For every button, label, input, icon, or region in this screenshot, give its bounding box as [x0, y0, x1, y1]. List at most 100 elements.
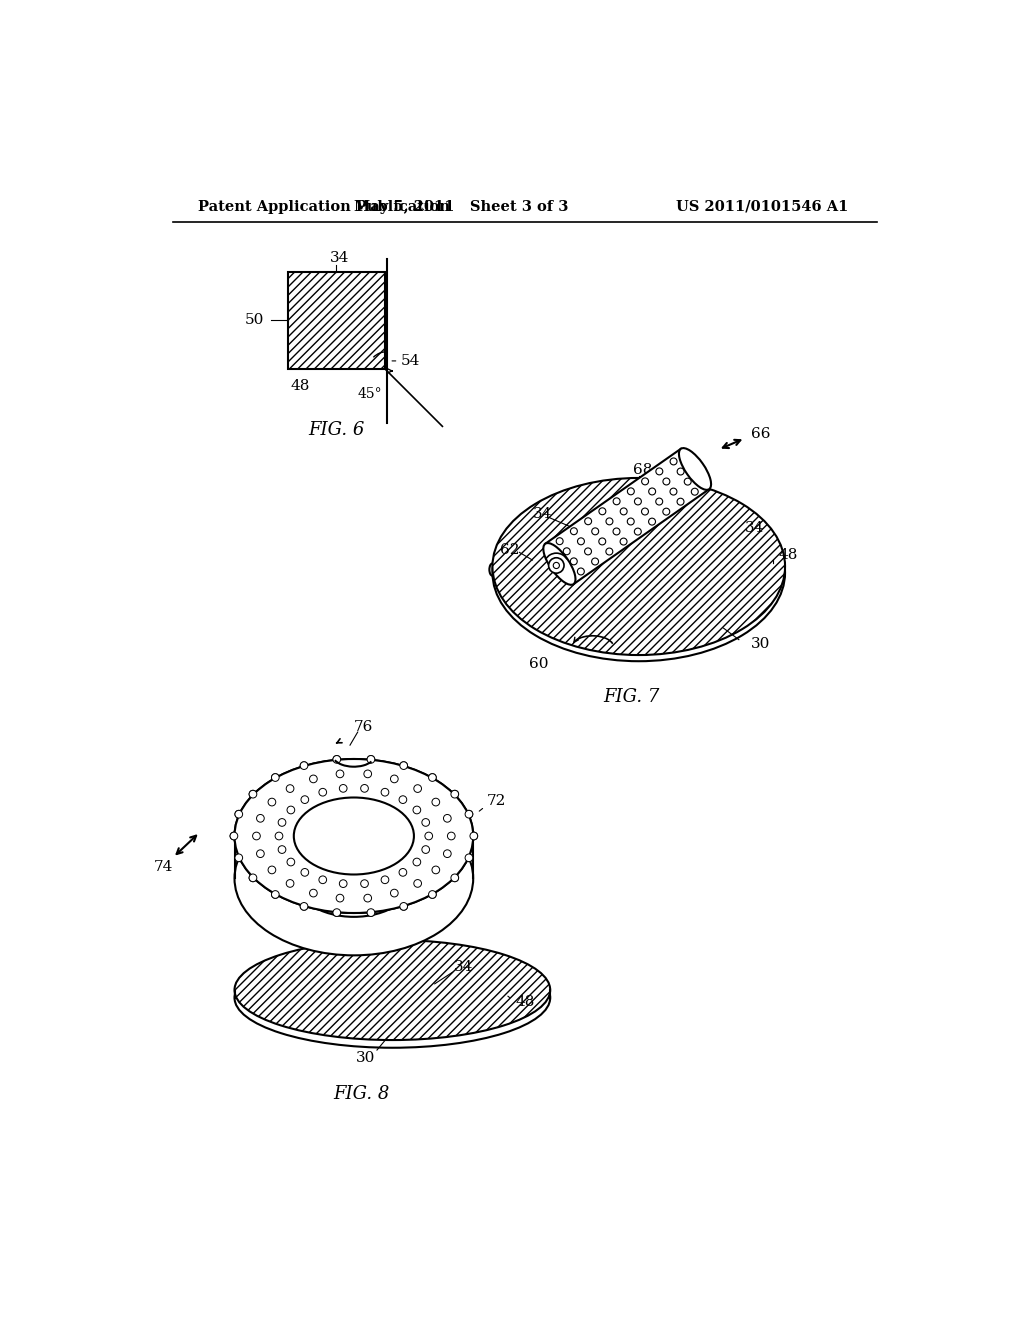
- Circle shape: [301, 796, 308, 804]
- Text: 54: 54: [400, 354, 420, 368]
- Circle shape: [275, 832, 283, 840]
- Circle shape: [655, 467, 663, 475]
- Circle shape: [470, 832, 477, 840]
- Circle shape: [287, 879, 294, 887]
- Circle shape: [275, 832, 283, 840]
- Circle shape: [364, 894, 372, 902]
- Circle shape: [367, 755, 375, 763]
- Circle shape: [253, 832, 260, 840]
- Circle shape: [367, 908, 375, 916]
- Circle shape: [253, 832, 260, 840]
- Circle shape: [381, 788, 389, 796]
- Circle shape: [287, 858, 295, 866]
- Circle shape: [553, 562, 559, 569]
- Circle shape: [234, 810, 243, 818]
- Circle shape: [287, 807, 295, 814]
- Circle shape: [257, 814, 264, 822]
- Circle shape: [670, 488, 677, 495]
- Circle shape: [677, 498, 684, 506]
- Circle shape: [677, 469, 684, 475]
- Circle shape: [333, 908, 341, 916]
- Circle shape: [432, 799, 439, 807]
- Circle shape: [422, 818, 429, 826]
- Circle shape: [422, 846, 429, 854]
- Text: FIG. 8: FIG. 8: [334, 1085, 390, 1104]
- Ellipse shape: [234, 801, 473, 956]
- Circle shape: [414, 879, 422, 887]
- Circle shape: [339, 784, 347, 792]
- Text: 45°: 45°: [357, 387, 382, 401]
- Circle shape: [271, 774, 280, 781]
- Circle shape: [655, 498, 663, 506]
- Circle shape: [390, 890, 398, 896]
- Circle shape: [425, 832, 432, 840]
- Circle shape: [336, 770, 344, 777]
- Circle shape: [451, 791, 459, 799]
- Circle shape: [318, 876, 327, 883]
- Circle shape: [336, 770, 344, 777]
- Circle shape: [443, 850, 452, 858]
- Circle shape: [257, 814, 264, 822]
- Circle shape: [578, 537, 585, 545]
- Text: 34: 34: [532, 507, 552, 521]
- Circle shape: [414, 784, 422, 792]
- Circle shape: [663, 478, 670, 484]
- Circle shape: [309, 890, 317, 896]
- Circle shape: [443, 814, 452, 822]
- Circle shape: [399, 762, 408, 770]
- Text: May 5, 2011   Sheet 3 of 3: May 5, 2011 Sheet 3 of 3: [354, 199, 569, 214]
- Circle shape: [234, 854, 243, 862]
- Circle shape: [301, 869, 308, 876]
- Circle shape: [465, 854, 473, 862]
- Circle shape: [447, 832, 455, 840]
- Text: 62: 62: [500, 543, 519, 557]
- Circle shape: [399, 796, 407, 804]
- Circle shape: [628, 517, 634, 525]
- Circle shape: [300, 903, 308, 911]
- Circle shape: [318, 788, 327, 796]
- Circle shape: [399, 903, 408, 911]
- Circle shape: [271, 891, 280, 899]
- Circle shape: [425, 832, 432, 840]
- Text: 30: 30: [751, 636, 770, 651]
- Circle shape: [422, 818, 429, 826]
- Circle shape: [300, 903, 308, 911]
- Circle shape: [578, 568, 585, 576]
- Circle shape: [249, 791, 257, 799]
- Circle shape: [367, 755, 375, 763]
- Ellipse shape: [679, 447, 711, 490]
- Circle shape: [257, 850, 264, 858]
- Circle shape: [390, 890, 398, 896]
- Circle shape: [592, 528, 599, 535]
- Circle shape: [570, 528, 578, 535]
- Circle shape: [465, 854, 473, 862]
- Circle shape: [399, 796, 407, 804]
- Text: 30: 30: [355, 1051, 375, 1065]
- Circle shape: [287, 784, 294, 792]
- Circle shape: [628, 488, 634, 495]
- Circle shape: [585, 548, 592, 554]
- Ellipse shape: [294, 797, 414, 874]
- Circle shape: [621, 539, 627, 545]
- Circle shape: [390, 775, 398, 783]
- Text: Patent Application Publication: Patent Application Publication: [199, 199, 451, 214]
- Text: 74: 74: [154, 859, 173, 874]
- Circle shape: [585, 517, 592, 525]
- Circle shape: [318, 876, 327, 883]
- Circle shape: [309, 775, 317, 783]
- Circle shape: [390, 775, 398, 783]
- Text: 72: 72: [487, 795, 507, 808]
- Circle shape: [592, 558, 599, 565]
- Circle shape: [360, 784, 369, 792]
- Circle shape: [360, 880, 369, 887]
- Circle shape: [634, 528, 641, 535]
- Circle shape: [563, 548, 570, 554]
- Text: 68: 68: [633, 463, 652, 478]
- Ellipse shape: [234, 759, 473, 913]
- Circle shape: [287, 879, 294, 887]
- Circle shape: [287, 807, 295, 814]
- Circle shape: [606, 548, 612, 554]
- Circle shape: [613, 498, 621, 504]
- Circle shape: [268, 866, 275, 874]
- Text: 60: 60: [529, 657, 549, 672]
